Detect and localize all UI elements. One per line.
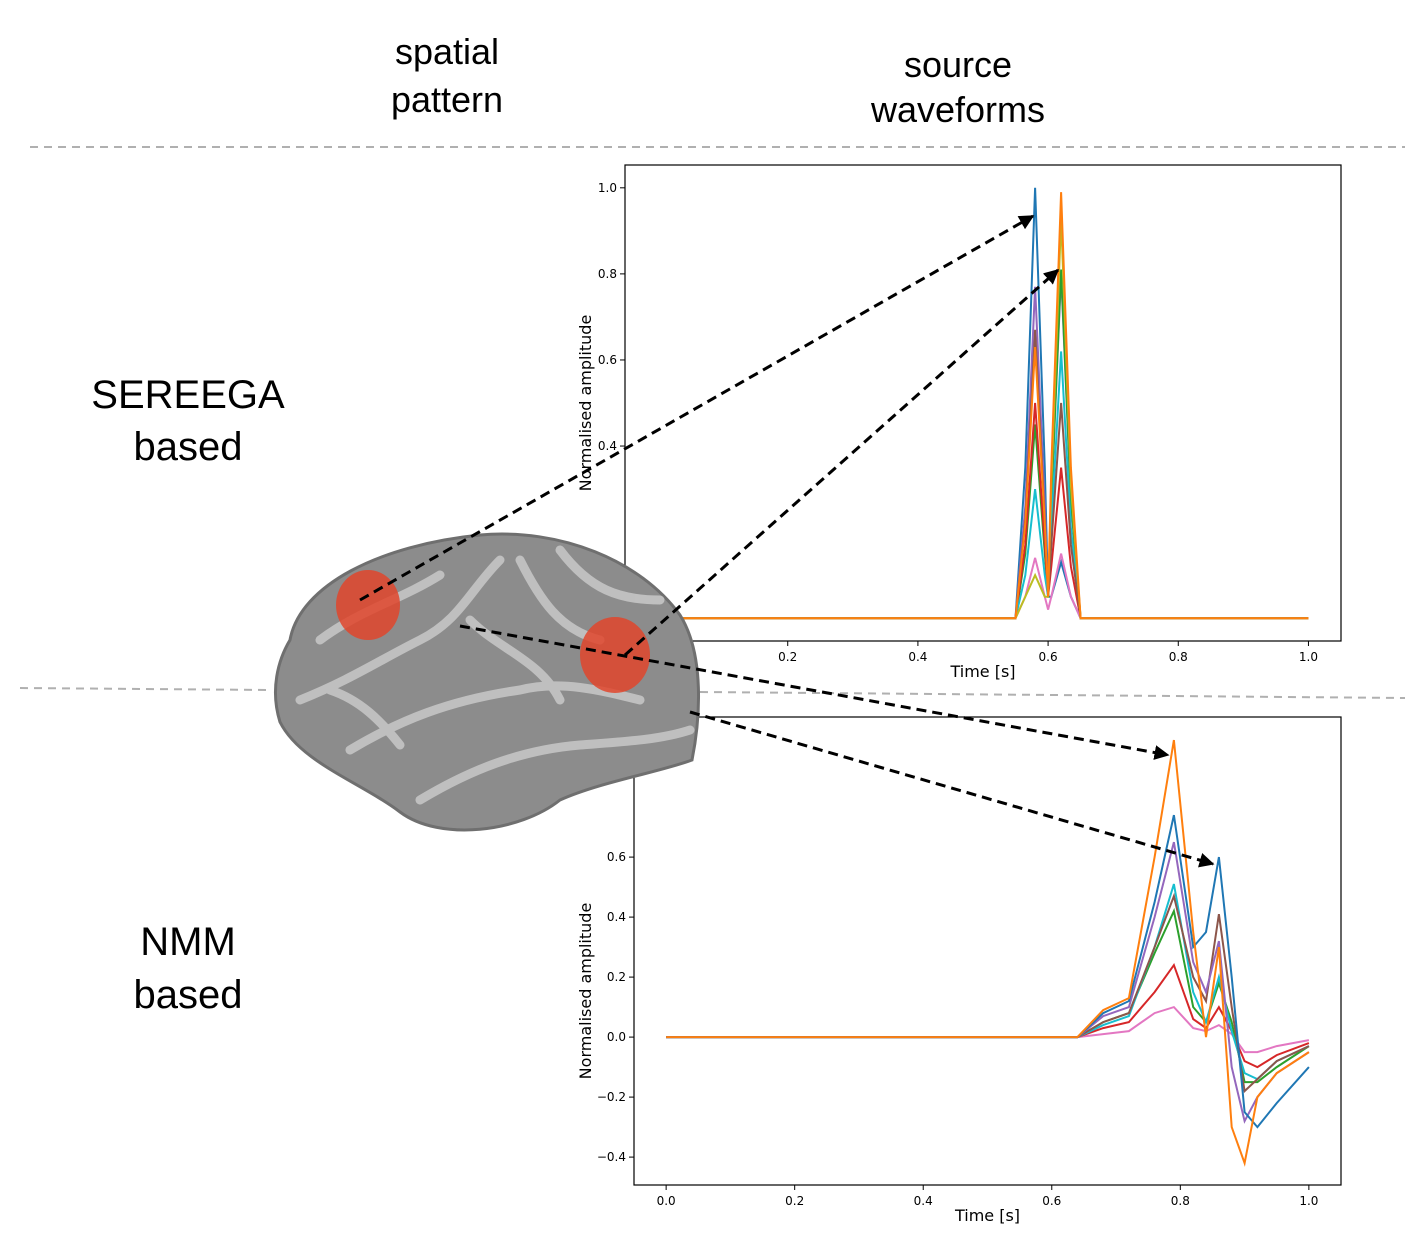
y-tick-label: 1.0 (598, 181, 617, 195)
x-tick-label: 0.4 (908, 650, 927, 664)
row-label: based (134, 425, 243, 469)
active-region (580, 617, 650, 693)
column-header: waveforms (870, 89, 1045, 130)
x-tick-label: 0.2 (778, 650, 797, 664)
row-label: based (134, 973, 243, 1017)
row-label: NMM (140, 920, 236, 964)
separator (20, 688, 270, 690)
y-axis-label: Normalised amplitude (576, 315, 595, 492)
y-axis-label: Normalised amplitude (576, 903, 595, 1080)
y-tick-label: 0.4 (598, 439, 617, 453)
y-tick-label: 0.2 (607, 970, 626, 984)
x-axis-label: Time [s] (949, 662, 1015, 681)
chart: 0.0 0.2 0.4 0.6 0.8 1.0 −0.4 −0.2 0.0 0.2 0.4 0.6 Ti… (576, 717, 1341, 1225)
x-tick-label: 1.0 (1299, 1194, 1318, 1208)
y-tick-label: 0.4 (607, 910, 626, 924)
x-tick-label: 0.0 (657, 1194, 676, 1208)
column-header: spatial (395, 31, 499, 72)
y-tick-label: 0.6 (607, 850, 626, 864)
x-tick-label: 1.0 (1299, 650, 1318, 664)
y-tick-label: −0.2 (597, 1090, 626, 1104)
active-region (336, 570, 400, 640)
x-tick-label: 0.8 (1171, 1194, 1190, 1208)
x-tick-label: 0.2 (785, 1194, 804, 1208)
column-header: source (904, 44, 1012, 85)
row-label: SEREEGA (91, 373, 285, 417)
x-tick-label: 0.8 (1169, 650, 1188, 664)
x-tick-label: 0.6 (1039, 650, 1058, 664)
chart: 0.2 0.4 0.6 0.8 1.0 0.4 0.6 0.8 1.0 Time [s] Norma… (576, 165, 1341, 681)
plot-area (634, 717, 1341, 1185)
y-tick-label: 0.0 (607, 1030, 626, 1044)
x-tick-label: 0.6 (1042, 1194, 1061, 1208)
y-tick-label: 0.6 (598, 353, 617, 367)
y-tick-label: 0.8 (598, 267, 617, 281)
figure: spatial pattern source waveforms SEREEGA… (0, 0, 1405, 1242)
x-axis-label: Time [s] (954, 1206, 1020, 1225)
separator (700, 692, 1405, 698)
x-tick-label: 0.4 (914, 1194, 933, 1208)
column-header: pattern (391, 79, 503, 120)
plot-area (625, 165, 1341, 641)
y-tick-label: −0.4 (597, 1150, 626, 1164)
